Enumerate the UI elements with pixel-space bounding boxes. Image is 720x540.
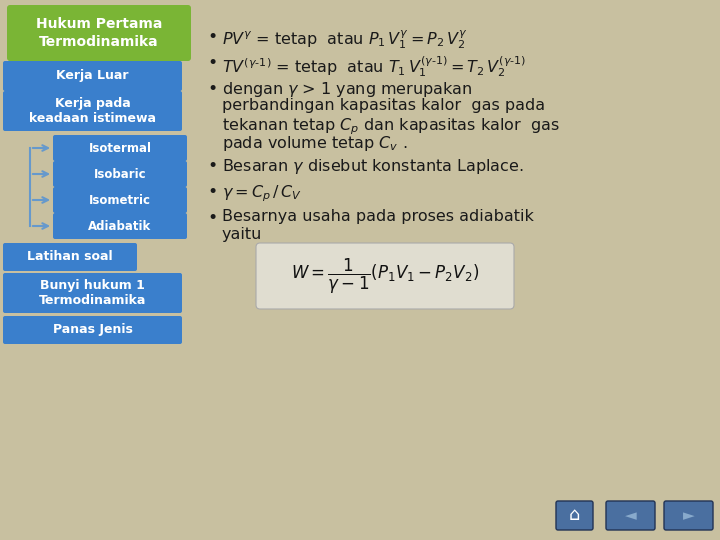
Text: Isometric: Isometric [89,193,151,206]
Text: •: • [207,209,217,227]
FancyBboxPatch shape [606,501,655,530]
Text: pada volume tetap $C_v$ .: pada volume tetap $C_v$ . [222,134,408,153]
Text: Kerja pada
keadaan istimewa: Kerja pada keadaan istimewa [29,97,156,125]
Text: Besarnya usaha pada proses adiabatik: Besarnya usaha pada proses adiabatik [222,209,534,224]
Text: Latihan soal: Latihan soal [27,251,113,264]
FancyBboxPatch shape [3,91,182,131]
Text: Besaran $\gamma$ disebut konstanta Laplace.: Besaran $\gamma$ disebut konstanta Lapla… [222,157,523,176]
Text: •: • [207,157,217,175]
Text: •: • [207,80,217,98]
FancyBboxPatch shape [53,187,187,213]
FancyBboxPatch shape [256,243,514,309]
Text: dengan $\gamma$ > 1 yang merupakan: dengan $\gamma$ > 1 yang merupakan [222,80,472,99]
Text: ◄: ◄ [625,508,636,523]
FancyBboxPatch shape [53,135,187,161]
Text: $PV^\gamma$ = tetap  atau $P_1\,V_1^\gamma = P_2\,V_2^\gamma$: $PV^\gamma$ = tetap atau $P_1\,V_1^\gamm… [222,28,468,51]
Text: $TV^{(\gamma\text{-}1)}$ = tetap  atau $T_1\,V_1^{(\gamma\text{-}1)} = T_2\,V_2^: $TV^{(\gamma\text{-}1)}$ = tetap atau $T… [222,54,526,79]
FancyBboxPatch shape [3,243,137,271]
Text: Adiabatik: Adiabatik [89,219,152,233]
Text: Isotermal: Isotermal [89,141,151,154]
FancyBboxPatch shape [3,61,182,91]
Text: yaitu: yaitu [222,227,262,242]
Text: •: • [207,183,217,201]
Text: $\gamma = C_p\,/\,C_V$: $\gamma = C_p\,/\,C_V$ [222,183,302,204]
FancyBboxPatch shape [3,316,182,344]
FancyBboxPatch shape [7,5,191,61]
Text: $W = \dfrac{1}{\gamma - 1}(P_1V_1 - P_2V_2)$: $W = \dfrac{1}{\gamma - 1}(P_1V_1 - P_2V… [291,256,479,295]
FancyBboxPatch shape [664,501,713,530]
Text: Isobaric: Isobaric [94,167,146,180]
Text: tekanan tetap $C_p$ dan kapasitas kalor  gas: tekanan tetap $C_p$ dan kapasitas kalor … [222,116,559,137]
FancyBboxPatch shape [3,273,182,313]
FancyBboxPatch shape [556,501,593,530]
Text: •: • [207,28,217,46]
Text: Panas Jenis: Panas Jenis [53,323,132,336]
Text: •: • [207,54,217,72]
Text: Bunyi hukum 1
Termodinamika: Bunyi hukum 1 Termodinamika [39,279,146,307]
FancyBboxPatch shape [53,213,187,239]
Text: ⌂: ⌂ [569,507,580,524]
FancyBboxPatch shape [53,161,187,187]
Text: perbandingan kapasitas kalor  gas pada: perbandingan kapasitas kalor gas pada [222,98,545,113]
Text: Hukum Pertama
Termodinamika: Hukum Pertama Termodinamika [36,17,162,49]
Text: ►: ► [683,508,694,523]
Text: Kerja Luar: Kerja Luar [56,70,129,83]
